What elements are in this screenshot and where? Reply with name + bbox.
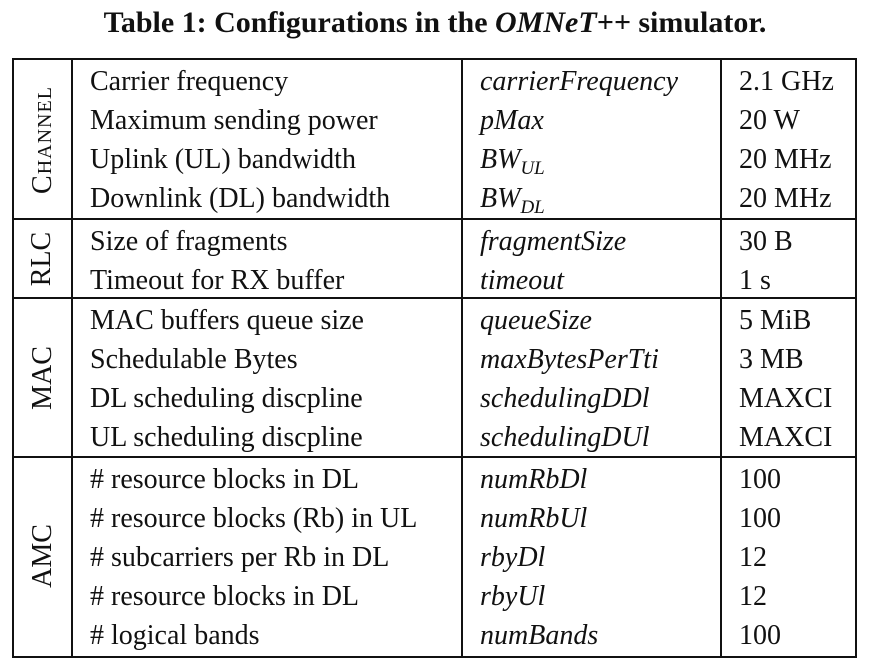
row-description: Uplink (UL) bandwidth: [90, 144, 356, 175]
row-description: Maximum sending power: [90, 105, 378, 136]
parameter-name: numRbUl: [480, 503, 588, 534]
parameter-name: queueSize: [480, 305, 592, 336]
row-value: 1 s: [739, 265, 771, 296]
row-description: # logical bands: [90, 620, 260, 651]
row-value: 100: [739, 503, 781, 534]
row-parameter: maxBytesPerTti: [480, 340, 659, 379]
group-label-1: RLC: [14, 219, 71, 298]
group-label-text: MAC: [26, 345, 58, 410]
row-parameter: numRbDl: [480, 460, 587, 499]
caption-simulator-name: OMNeT++: [495, 6, 631, 39]
column-divider: [720, 60, 722, 656]
row-description: MAC buffers queue size: [90, 305, 364, 336]
row-value: 5 MiB: [739, 305, 812, 336]
group-divider: [14, 218, 855, 220]
parameter-name: BW: [480, 144, 521, 175]
row-parameter: pMax: [480, 101, 544, 140]
group-label-text: Channel: [26, 85, 58, 194]
parameter-name: schedulingDDl: [480, 383, 650, 414]
parameter-name: maxBytesPerTti: [480, 344, 659, 375]
parameter-name: timeout: [480, 265, 564, 296]
table-caption: Table 1: Configurations in the OMNeT++ s…: [0, 6, 870, 40]
row-value: 100: [739, 464, 781, 495]
parameter-subscript: DL: [520, 197, 545, 218]
row-description: Downlink (DL) bandwidth: [90, 183, 391, 214]
row-description: Carrier frequency: [90, 66, 289, 97]
row-description: UL scheduling discpline: [90, 422, 363, 453]
group-label-0: Channel: [14, 60, 71, 219]
row-parameter: BWUL: [480, 140, 545, 188]
parameter-name: fragmentSize: [480, 226, 627, 257]
configuration-table: Channel Carrier frequency carrierFrequency…: [12, 58, 857, 658]
row-description: Size of fragments: [90, 226, 288, 257]
row-description: # resource blocks (Rb) in UL: [90, 503, 418, 534]
row-description: Schedulable Bytes: [90, 344, 298, 375]
parameter-name: rbyUl: [480, 581, 546, 612]
row-description: # subcarriers per Rb in DL: [90, 542, 390, 573]
row-value: 20 MHz: [739, 183, 832, 214]
row-parameter: rbyUl: [480, 577, 545, 616]
row-value: 12: [739, 542, 767, 573]
row-value: MAXCI: [739, 422, 833, 453]
parameter-name: numRbDl: [480, 464, 588, 495]
group-divider: [14, 297, 855, 299]
column-divider: [461, 60, 463, 656]
row-value: 20 MHz: [739, 144, 832, 175]
parameter-name: schedulingDUl: [480, 422, 650, 453]
row-parameter: numBands: [480, 616, 598, 655]
row-parameter: schedulingDDl: [480, 379, 650, 418]
row-parameter: BWDL: [480, 179, 545, 227]
row-description: DL scheduling discpline: [90, 383, 363, 414]
row-parameter: schedulingDUl: [480, 418, 650, 457]
row-value: 20 W: [739, 105, 800, 136]
row-parameter: numRbUl: [480, 499, 587, 538]
row-parameter: carrierFrequency: [480, 62, 678, 101]
row-value: 2.1 GHz: [739, 66, 834, 97]
parameter-name: numBands: [480, 620, 599, 651]
parameter-name: rbyDl: [480, 542, 546, 573]
row-description: Timeout for RX buffer: [90, 265, 345, 296]
row-parameter: rbyDl: [480, 538, 545, 577]
parameter-name: pMax: [480, 105, 544, 136]
row-value: MAXCI: [739, 383, 833, 414]
row-value: 100: [739, 620, 781, 651]
group-label-text: RLC: [26, 231, 58, 286]
row-parameter: timeout: [480, 261, 564, 300]
row-description: # resource blocks in DL: [90, 464, 360, 495]
parameter-name: BW: [480, 183, 521, 214]
parameter-name: carrierFrequency: [480, 66, 678, 97]
group-divider: [14, 456, 855, 458]
parameter-subscript: UL: [520, 158, 545, 179]
row-value: 3 MB: [739, 344, 804, 375]
row-description: # resource blocks in DL: [90, 581, 360, 612]
row-parameter: queueSize: [480, 301, 592, 340]
group-label-2: MAC: [14, 298, 71, 457]
column-divider: [71, 60, 73, 656]
row-value: 30 B: [739, 226, 793, 257]
row-parameter: fragmentSize: [480, 222, 626, 261]
group-label-3: AMC: [14, 457, 71, 655]
row-value: 12: [739, 581, 767, 612]
caption-suffix: simulator.: [630, 6, 767, 39]
caption-prefix: Table 1: Configurations in the: [103, 6, 496, 39]
group-label-text: AMC: [26, 524, 58, 588]
